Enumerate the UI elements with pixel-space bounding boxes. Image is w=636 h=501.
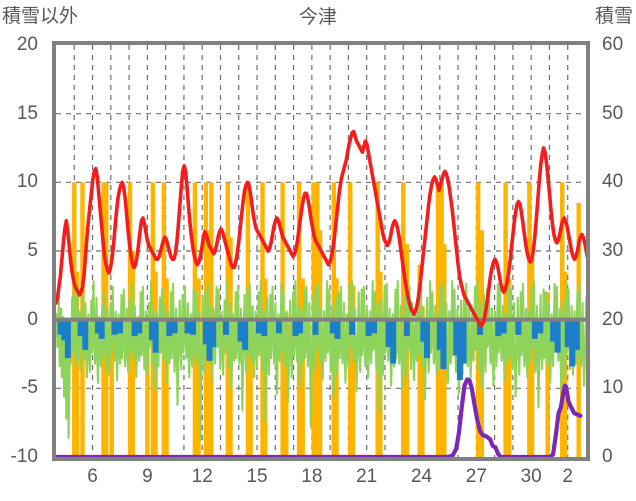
temperature-line (56, 129, 586, 327)
snow-depth-line (56, 377, 583, 457)
right-axis-title: 積雪 (594, 6, 633, 27)
left-tick-minus5: -5 (21, 377, 38, 399)
right-tick-0: 0 (602, 446, 613, 467)
right-tick-40: 40 (602, 171, 624, 193)
x-tick-6: 6 (87, 466, 98, 487)
right-axis-tick-labels: 60 50 40 30 20 10 0 (596, 34, 636, 467)
left-tick-0: 0 (27, 308, 38, 330)
right-tick-10: 10 (602, 377, 624, 399)
x-tick-15: 15 (246, 466, 268, 487)
right-tick-30: 30 (602, 240, 624, 261)
right-tick-50: 50 (602, 102, 624, 124)
left-axis-tick-labels: 20 15 10 5 0 -5 -10 (0, 34, 45, 467)
x-tick-30: 30 (520, 466, 542, 487)
right-tick-20: 20 (602, 308, 624, 330)
x-tick-24: 24 (410, 466, 433, 487)
x-tick-12: 12 (191, 466, 213, 487)
left-tick-minus10: -10 (10, 446, 38, 467)
x-tick-18: 18 (301, 466, 323, 487)
x-tick-27: 27 (465, 466, 487, 487)
right-tick-60: 60 (602, 34, 624, 55)
left-axis-title: 積雪以外 (2, 6, 79, 27)
plot-canvas (56, 45, 586, 457)
negative-value-bars (57, 319, 580, 381)
left-tick-5: 5 (27, 240, 38, 261)
x-tick-9: 9 (142, 466, 153, 487)
left-tick-10: 10 (16, 171, 38, 193)
left-tick-15: 15 (16, 102, 38, 124)
left-tick-20: 20 (16, 34, 38, 55)
x-tick-21: 21 (356, 466, 378, 487)
page-title: 今津 (298, 7, 337, 28)
x-tick-2: 2 (562, 466, 574, 487)
plot-area (52, 41, 590, 461)
